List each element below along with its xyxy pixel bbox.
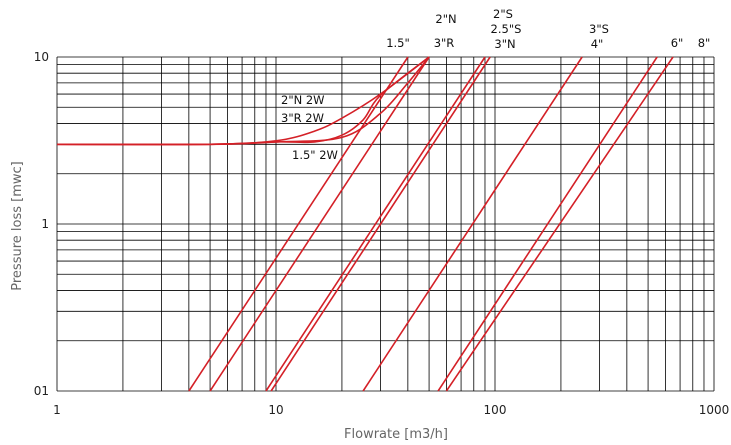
annotations-group: 1.5" 2"N 3"R 2"S2.5"S3"N 3"S4" 6" 8" 2"N 2W 3"R … [281,7,710,162]
x-tick-label: 1 [53,403,61,417]
annotation-label: 1.5" 2W [292,148,338,162]
annotation-label: 3"N [494,37,515,51]
grid-lines [56,56,715,392]
series-group [56,56,674,392]
series-line-7 [445,56,674,392]
annotation-label: 4" [591,37,604,51]
y-tick-label: 01 [34,384,49,398]
annotation-label: 6" [671,36,684,50]
annotation-label: 2"N 2W [281,93,325,107]
y-tick-label: 10 [34,50,49,64]
series-line-5 [362,56,583,392]
series-line-1 [188,56,409,392]
annotation-label: 3"S [589,22,609,36]
series-line-6 [437,56,658,392]
series-line-9 [56,56,430,146]
annotation-label: 8" [698,36,711,50]
series-line-3 [265,56,486,392]
annotation-label: 1.5" [386,36,410,50]
annotation-label: 2"N [435,12,456,26]
x-tick-label: 100 [484,403,507,417]
series-line-10 [56,56,430,146]
series-line-2 [209,56,430,392]
y-tick-label: 1 [41,217,49,231]
series-line-8 [56,56,430,146]
tick-labels: 1 10 100 1000 01 1 10 [34,50,730,417]
annotation-label: 2"S [493,7,513,21]
y-axis-title: Pressure loss [mwc] [10,161,25,290]
x-tick-label: 10 [268,403,283,417]
x-axis-title: Flowrate [m3/h] [344,427,448,442]
series-line-4 [270,56,491,392]
annotation-label: 3"R 2W [281,111,324,125]
annotation-label: 2.5"S [491,22,522,36]
x-tick-label: 1000 [699,403,730,417]
annotation-label: 3"R [434,36,455,50]
